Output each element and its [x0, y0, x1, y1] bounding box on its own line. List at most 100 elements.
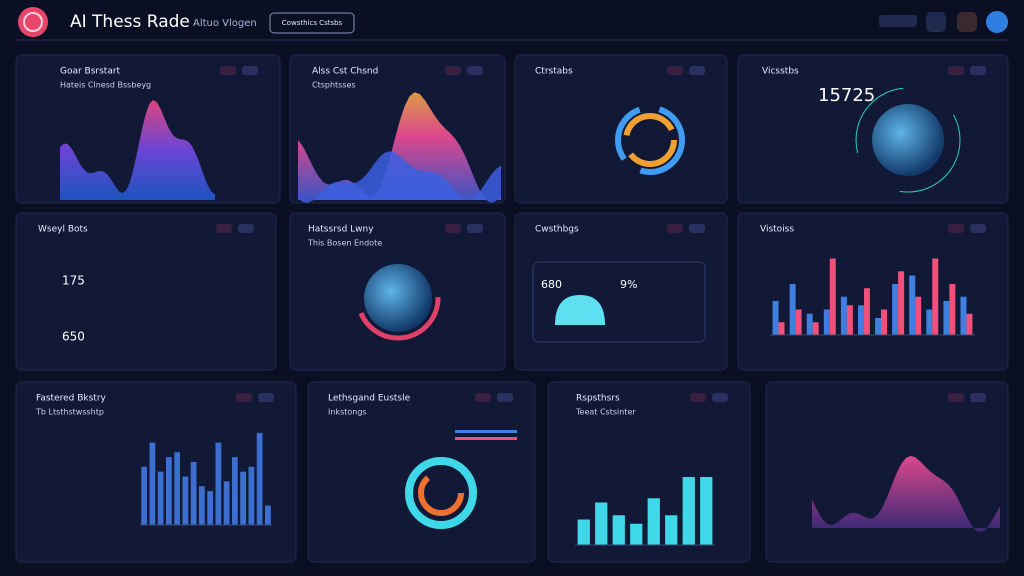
bar: [949, 284, 956, 335]
globe: [364, 264, 432, 332]
panel-chip: [667, 66, 683, 75]
donut-outer: [405, 457, 477, 529]
stat-value: 175: [62, 274, 85, 288]
globe: [872, 104, 944, 176]
stat-value: 680: [541, 278, 562, 291]
panel-chip: [238, 224, 254, 233]
panel-chip: [236, 393, 252, 402]
bar: [174, 452, 181, 525]
panel-chip: [948, 393, 964, 402]
bar: [240, 471, 247, 525]
bar: [789, 284, 796, 335]
bar: [198, 486, 205, 525]
area-decoration: [812, 455, 1000, 533]
bar: [264, 505, 271, 525]
panel-title: Lethsgand Eustsle: [328, 394, 411, 404]
panel: [15, 212, 277, 371]
app-title: AI Thess Rade: [70, 12, 190, 32]
bar: [190, 461, 197, 525]
panel-title: Cwsthbgs: [535, 225, 579, 235]
header-button-label: Cowsthics Cstsbs: [282, 19, 343, 27]
bar: [892, 284, 899, 335]
stat-value: 9%: [620, 278, 637, 291]
bar: [700, 477, 713, 545]
bar: [165, 457, 172, 525]
panel-chip: [712, 393, 728, 402]
panel: [765, 381, 1009, 563]
panel-chip: [689, 66, 705, 75]
panel-title: Fastered Bkstry: [36, 394, 107, 404]
bar: [612, 515, 625, 545]
panel-title: Ctrstabs: [535, 67, 573, 77]
bar: [881, 309, 888, 335]
app-subtitle: Altuo Vlogen: [193, 18, 257, 29]
panel-chip: [445, 224, 461, 233]
progress-line: [455, 430, 517, 433]
panel-chip: [948, 224, 964, 233]
bar: [926, 309, 933, 335]
panel-chip: [497, 393, 513, 402]
panel-chip: [445, 66, 461, 75]
panel-chip: [467, 66, 483, 75]
bar: [647, 498, 660, 545]
bar: [932, 258, 939, 335]
area-decoration: [298, 92, 501, 203]
area-decoration: [298, 151, 501, 203]
ring-decoration: [355, 255, 441, 341]
bar: [223, 481, 230, 525]
panel-subtitle: This Bosen Endote: [307, 239, 382, 248]
panel-chip: [242, 66, 258, 75]
bar: [875, 318, 882, 335]
bar: [898, 271, 905, 335]
bar: [795, 309, 802, 335]
logo-ring: [23, 12, 43, 32]
card-outline: [532, 261, 706, 343]
panel: [737, 212, 1009, 371]
bar: [630, 523, 643, 545]
panel: [514, 212, 728, 371]
panel-title: Wseyl Bots: [38, 225, 88, 235]
logo[interactable]: [18, 7, 48, 37]
panel-chip: [948, 66, 964, 75]
bar: [840, 296, 847, 335]
panel-chip: [467, 224, 483, 233]
bar: [960, 296, 967, 335]
bar: [215, 442, 222, 525]
bar: [595, 502, 608, 545]
panel-chip: [258, 393, 274, 402]
header-chip[interactable]: [879, 15, 917, 27]
header-icon[interactable]: [957, 12, 977, 32]
panel-subtitle: Teeat Cstsinter: [575, 408, 636, 417]
panel-chip: [689, 224, 705, 233]
panel-chip: [220, 66, 236, 75]
panel-chip: [667, 224, 683, 233]
panel-title: Hatssrsd Lwny: [308, 225, 374, 235]
bar: [231, 457, 238, 525]
panel-title: Alss Cst Chsnd: [312, 67, 378, 77]
bar: [806, 313, 813, 335]
bar: [157, 471, 164, 525]
bar: [772, 301, 779, 335]
bar: [857, 305, 864, 335]
bar: [829, 258, 836, 335]
ring-decoration: [615, 105, 685, 175]
bar: [665, 515, 678, 545]
panel-subtitle: Ctsphtsses: [312, 81, 356, 90]
bar: [248, 466, 255, 525]
panel-title: Rspsthsrs: [576, 394, 620, 404]
avatar[interactable]: [986, 11, 1008, 33]
bar: [149, 442, 156, 525]
bar: [812, 322, 819, 335]
stat-value: 15725: [818, 85, 875, 106]
bar: [207, 491, 214, 525]
panel-chip: [970, 66, 986, 75]
header-button[interactable]: [269, 12, 355, 34]
panel-chip: [970, 224, 986, 233]
bar: [863, 288, 870, 335]
ring-decoration: [623, 113, 677, 167]
bar: [909, 275, 916, 335]
bar: [915, 296, 922, 335]
header-icon[interactable]: [926, 12, 946, 32]
progress-line: [455, 437, 517, 440]
